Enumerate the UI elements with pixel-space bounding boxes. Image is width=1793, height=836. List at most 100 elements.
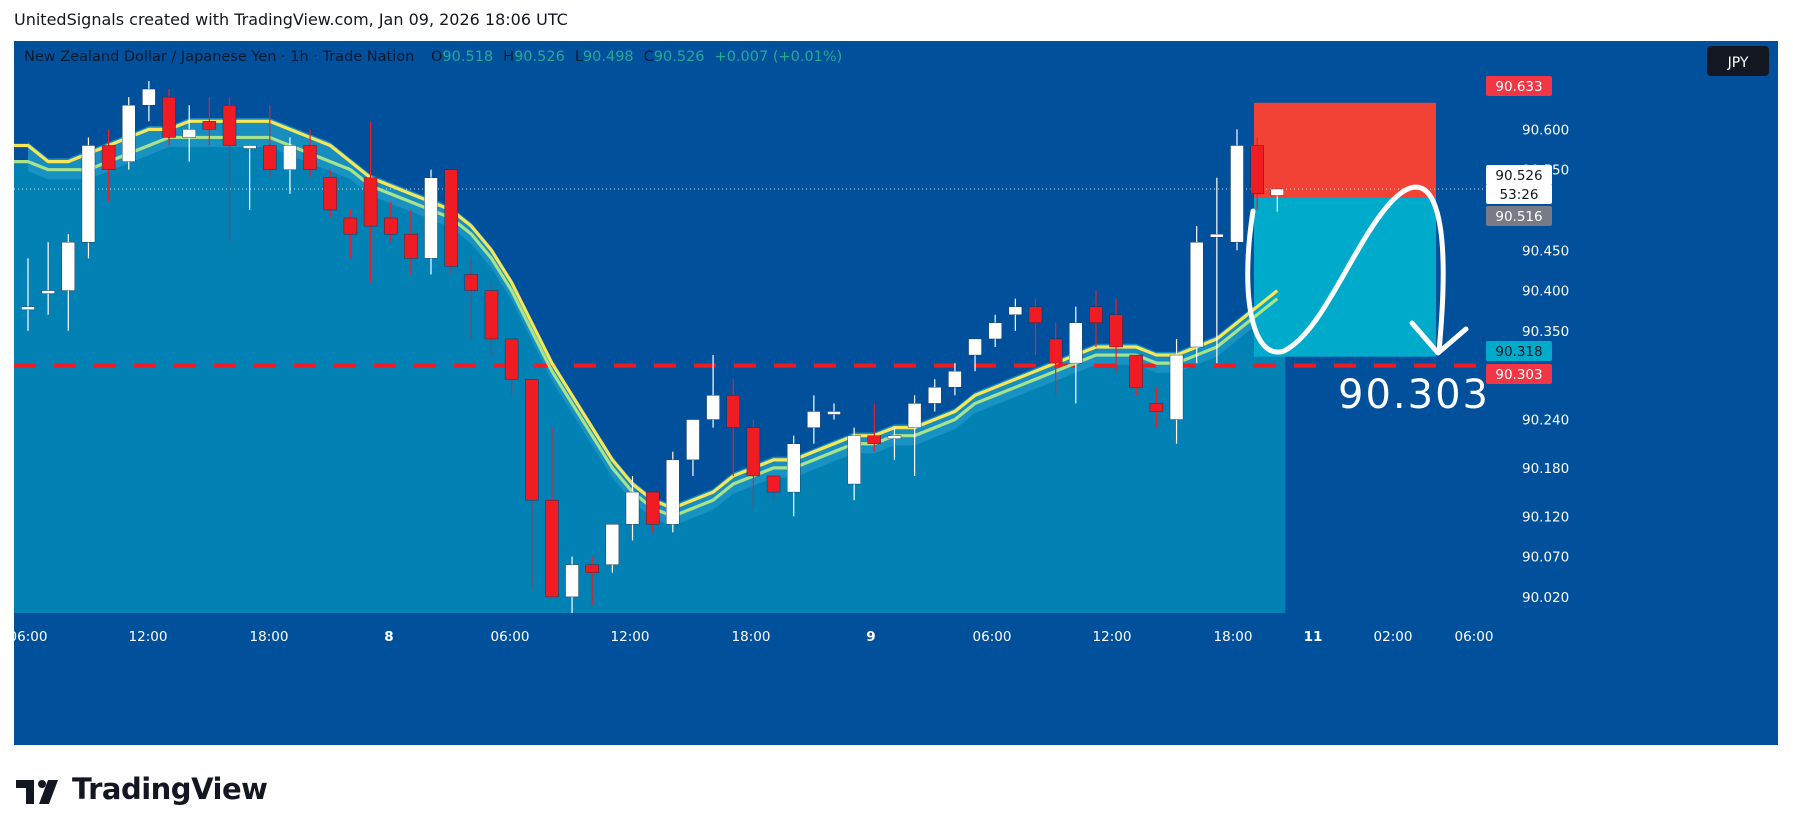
stop-loss-zone <box>1254 102 1436 198</box>
candle-body <box>1008 306 1023 315</box>
candle <box>968 338 982 372</box>
time-tick-label: 11 <box>1304 629 1323 645</box>
candle-body <box>162 96 176 138</box>
candle-body <box>343 217 358 235</box>
candle-body <box>847 435 861 485</box>
candle-body <box>1109 314 1123 348</box>
currency-button[interactable]: JPY <box>1707 46 1769 76</box>
candle <box>686 419 700 476</box>
candle-body <box>525 379 539 501</box>
candle-body <box>504 338 519 380</box>
candle-body <box>81 145 96 243</box>
cloud-area <box>14 137 1286 613</box>
candle <box>887 427 902 460</box>
candle-body <box>424 177 438 259</box>
candle <box>484 282 499 356</box>
candle <box>1048 322 1063 396</box>
drawing-layer: 90.303 <box>1245 184 1490 418</box>
candle-body <box>303 145 317 170</box>
candle-body <box>1129 354 1143 388</box>
candle-body <box>746 427 761 477</box>
candle <box>726 379 740 476</box>
candle <box>303 129 317 178</box>
legend-h-value: 90.526 <box>514 49 565 65</box>
candle <box>1008 298 1023 331</box>
candle-body <box>222 104 237 146</box>
arrow-head-icon <box>1409 320 1469 356</box>
time-axis[interactable]: 06:00 12:00 18:00 8 06:00 12:00 18:00 9 06:00 12:… <box>14 621 1778 655</box>
candle-body <box>1089 306 1103 324</box>
candle-body <box>464 274 478 291</box>
candle-body <box>867 435 881 444</box>
legend-c-label: C <box>644 49 654 65</box>
candle <box>182 105 196 162</box>
time-tick-label: 18:00 <box>250 629 289 645</box>
candle <box>202 97 217 146</box>
time-tick-label: 06:00 <box>1455 629 1494 645</box>
candle-body <box>202 121 217 130</box>
legend-o-value: 90.518 <box>442 49 493 65</box>
price-label-entry[interactable]: 90.516 <box>1486 206 1552 226</box>
candle-body <box>787 443 801 493</box>
candle-body <box>21 306 35 310</box>
candle <box>625 475 640 541</box>
candle <box>504 338 519 396</box>
time-axis-bg <box>14 621 1778 655</box>
price-chart[interactable]: 90.303 90.60090.55090.45090.40090.35090.… <box>14 41 1778 745</box>
candle <box>787 435 801 517</box>
candle-body <box>1048 338 1063 364</box>
candle <box>988 314 1002 347</box>
legend-o-label: O <box>431 49 442 65</box>
candle <box>424 169 438 275</box>
candle-body <box>706 395 720 420</box>
candle-body <box>545 499 559 598</box>
candle <box>263 105 277 178</box>
candle <box>1210 177 1224 364</box>
candle-body <box>666 459 680 525</box>
price-tick-label: 90.350 <box>1522 324 1569 340</box>
price-axis[interactable]: 90.60090.55090.45090.40090.35090.24090.1… <box>1486 76 1569 606</box>
candle <box>363 121 378 283</box>
currency-button-label: JPY <box>1727 55 1749 71</box>
candle-body <box>807 411 821 428</box>
candle <box>323 169 337 219</box>
price-tick-label: 90.240 <box>1522 413 1569 429</box>
price-label-target[interactable]: 90.318 <box>1486 341 1552 361</box>
time-tick-label: 9 <box>866 629 875 645</box>
candle <box>847 427 861 501</box>
candle <box>867 403 881 452</box>
candle-body <box>907 403 922 428</box>
candle <box>1189 226 1204 364</box>
price-label-stop[interactable]: 90.633 <box>1486 76 1552 96</box>
price-label-text: 53:26 <box>1500 187 1539 203</box>
candle <box>1069 306 1083 404</box>
candle-body <box>766 475 781 493</box>
legend-symbol: New Zealand Dollar / Japanese Yen · 1h ·… <box>24 49 414 65</box>
price-label-level[interactable]: 90.303 <box>1486 364 1552 384</box>
level-annotation: 90.303 <box>1338 372 1490 418</box>
chart-area[interactable]: 90.303 90.60090.55090.45090.40090.35090.… <box>14 41 1778 745</box>
price-tick-label: 90.070 <box>1522 550 1569 566</box>
candle <box>585 556 599 605</box>
price-label-text: 90.303 <box>1495 367 1542 383</box>
candle-body <box>484 290 499 340</box>
candle <box>545 427 559 598</box>
brand-name: TradingView <box>72 772 268 806</box>
candle <box>666 451 680 533</box>
candle-body <box>404 233 418 259</box>
candle <box>464 258 478 339</box>
candle-body <box>142 88 156 106</box>
candle-body <box>625 491 640 525</box>
candle-body <box>1169 354 1184 420</box>
price-label-countdown[interactable]: 53:26 <box>1486 184 1552 204</box>
price-label-current[interactable]: 90.526 <box>1486 165 1552 185</box>
legend-h-label: H <box>503 49 514 65</box>
time-tick-label: 18:00 <box>732 629 771 645</box>
candle-body <box>101 145 116 170</box>
candle <box>142 81 156 122</box>
candle <box>162 89 176 146</box>
candle <box>807 395 821 444</box>
price-tick-label: 90.180 <box>1522 461 1569 477</box>
candle <box>21 258 35 331</box>
price-tick-label: 90.020 <box>1522 590 1569 606</box>
